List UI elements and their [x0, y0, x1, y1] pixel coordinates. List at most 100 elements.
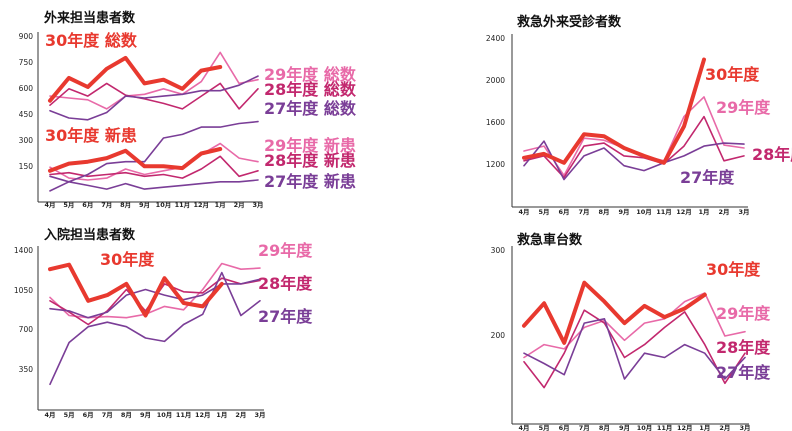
series-label: 28年度 新患 — [264, 151, 356, 170]
series-label: 28年度 総数 — [264, 80, 357, 99]
series-line — [48, 262, 224, 318]
x-tick-label: 2月 — [234, 201, 245, 209]
series-line — [49, 82, 259, 110]
y-tick-label: 900 — [19, 32, 34, 41]
series-label: 28年度 — [716, 338, 771, 357]
series-label: 29年度 新患 — [264, 136, 356, 155]
x-tick-label: 9月 — [139, 201, 150, 209]
x-tick-label: 6月 — [558, 208, 569, 216]
x-tick-label: 7月 — [579, 424, 590, 431]
series-line — [523, 309, 746, 389]
chart-outpatient: 外来担当患者数 900 750 600 450 300 150 4月 5月 6月 7月 8月 9月 10月… — [19, 10, 357, 209]
x-tick-label: 4月 — [518, 208, 529, 216]
series-label: 29年度 — [716, 304, 771, 323]
y-tick-label: 1600 — [486, 118, 505, 127]
x-tick-label: 12月 — [195, 411, 211, 419]
series-line — [522, 280, 707, 345]
x-tick-label: 9月 — [619, 424, 630, 431]
series-line — [49, 271, 261, 386]
chart-emergency-visits: 救急外来受診者数 2400 2000 1600 1200 4月 5月 6月 7月 8月 9月 10月 1… — [486, 14, 792, 216]
series-line — [49, 75, 259, 121]
chart-title: 外来担当患者数 — [43, 10, 136, 26]
series-line — [523, 317, 746, 380]
x-tick-label: 1月 — [216, 411, 227, 419]
x-tick-label: 4月 — [44, 201, 55, 209]
x-tick-label: 6月 — [82, 201, 93, 209]
series-label: 29年度 総数 — [264, 65, 357, 84]
x-tick-label: 5月 — [64, 411, 75, 419]
series-line — [523, 292, 746, 359]
x-tick-label: 8月 — [598, 208, 609, 216]
x-tick-label: 3月 — [254, 411, 265, 419]
x-tick-label: 5月 — [539, 424, 550, 431]
y-tick-label: 1400 — [14, 246, 33, 255]
x-tick-label: 7月 — [101, 201, 112, 209]
y-tick-label: 1200 — [486, 160, 505, 169]
chart-ambulance: 救急車台数 300 200 4月 5月 6月 7月 8月 9月 10月 11月 12月 1月 2月 3月 30… — [491, 232, 772, 431]
series-label: 30年度 — [706, 260, 761, 279]
y-tick-label: 300 — [19, 136, 34, 145]
x-tick-label: 8月 — [120, 201, 131, 209]
x-tick-label: 6月 — [83, 411, 94, 419]
y-tick-label: 350 — [19, 365, 34, 374]
series-label: 27年度 — [258, 307, 313, 326]
y-tick-label: 200 — [491, 331, 506, 340]
x-tick-label: 8月 — [599, 424, 610, 431]
series-line — [49, 120, 259, 192]
series-label: 30年度 総数 — [45, 31, 138, 50]
series-label: 27年度 — [716, 363, 771, 382]
x-tick-label: 11月 — [656, 208, 672, 216]
x-tick-label: 3月 — [738, 208, 749, 216]
x-tick-label: 4月 — [44, 411, 55, 419]
y-tick-label: 600 — [19, 84, 34, 93]
series-line — [523, 96, 745, 177]
series-label: 29年度 — [716, 98, 771, 117]
series-line — [522, 57, 706, 165]
x-tick-label: 12月 — [193, 201, 209, 209]
x-tick-label: 3月 — [252, 201, 263, 209]
series-line — [48, 147, 223, 173]
x-tick-label: 12月 — [677, 424, 693, 431]
x-tick-label: 2月 — [719, 424, 730, 431]
x-tick-label: 11月 — [176, 411, 192, 419]
series-label: 28年度 — [752, 145, 792, 164]
x-tick-label: 10月 — [636, 208, 652, 216]
x-tick-label: 12月 — [676, 208, 692, 216]
y-tick-label: 450 — [19, 110, 34, 119]
series-label: 28年度 — [258, 274, 313, 293]
series-line — [49, 51, 259, 110]
y-tick-label: 2400 — [486, 34, 505, 43]
series-label: 27年度 — [680, 168, 735, 187]
series-label: 29年度 — [258, 241, 313, 260]
y-tick-label: 300 — [491, 246, 506, 255]
x-tick-label: 11月 — [175, 201, 191, 209]
x-tick-label: 7月 — [102, 411, 113, 419]
x-tick-label: 1月 — [698, 208, 709, 216]
y-tick-label: 750 — [19, 58, 34, 67]
series-label: 30年度 — [100, 250, 155, 269]
series-line — [48, 55, 223, 103]
chart-title: 救急外来受診者数 — [517, 14, 622, 30]
x-tick-label: 4月 — [518, 424, 529, 431]
x-tick-label: 3月 — [739, 424, 750, 431]
x-tick-label: 2月 — [718, 208, 729, 216]
x-tick-label: 2月 — [235, 411, 246, 419]
series-line — [49, 142, 259, 181]
x-tick-label: 11月 — [657, 424, 673, 431]
x-tick-label: 9月 — [618, 208, 629, 216]
series-label: 30年度 — [705, 65, 760, 84]
x-tick-label: 7月 — [578, 208, 589, 216]
y-tick-label: 2000 — [486, 76, 505, 85]
series-label: 30年度 新患 — [45, 126, 137, 145]
x-tick-label: 1月 — [699, 424, 710, 431]
x-tick-label: 10月 — [157, 411, 173, 419]
series-line — [49, 175, 259, 190]
series-label: 27年度 総数 — [264, 99, 357, 118]
series-line — [49, 278, 261, 319]
x-tick-label: 8月 — [121, 411, 132, 419]
x-tick-label: 5月 — [538, 208, 549, 216]
x-tick-label: 10月 — [156, 201, 172, 209]
x-tick-label: 1月 — [215, 201, 226, 209]
